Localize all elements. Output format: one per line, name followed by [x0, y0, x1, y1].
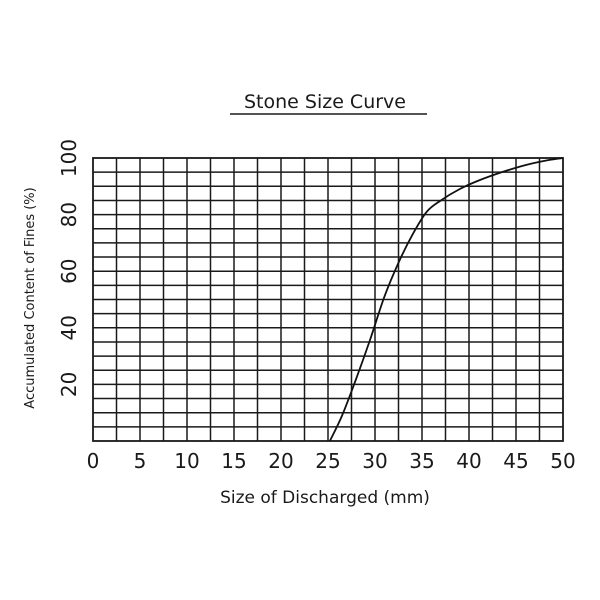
chart-title: Stone Size Curve: [244, 91, 406, 113]
y-tick-label: 40: [57, 315, 81, 340]
x-tick-label: 20: [268, 449, 293, 473]
x-tick-label: 45: [503, 449, 528, 473]
y-axis-label: Accumulated Content of Fines (%): [23, 187, 38, 408]
x-tick-label: 30: [362, 449, 387, 473]
x-tick-labels: 0 5 10 15 20 25 30 35 40 45 50: [87, 449, 576, 473]
chart-grid: [93, 158, 563, 441]
x-tick-label: 35: [409, 449, 434, 473]
x-tick-label: 5: [134, 449, 147, 473]
plot-frame: [92, 157, 564, 442]
y-tick-label: 60: [57, 258, 81, 283]
y-tick-labels: 20 40 60 80 100: [57, 139, 81, 397]
y-tick-label: 80: [57, 202, 81, 227]
x-tick-label: 10: [174, 449, 199, 473]
chart-frame: [92, 157, 564, 442]
x-tick-label: 15: [221, 449, 246, 473]
x-tick-label: 40: [456, 449, 481, 473]
y-tick-label: 20: [57, 372, 81, 397]
x-tick-label: 25: [315, 449, 340, 473]
stone-size-curve-line: [329, 157, 564, 442]
x-axis-label: Size of Discharged (mm): [220, 488, 430, 508]
y-tick-label: 100: [57, 139, 81, 177]
x-tick-label: 0: [87, 449, 100, 473]
series-layer: [329, 157, 564, 442]
x-tick-label: 50: [550, 449, 575, 473]
